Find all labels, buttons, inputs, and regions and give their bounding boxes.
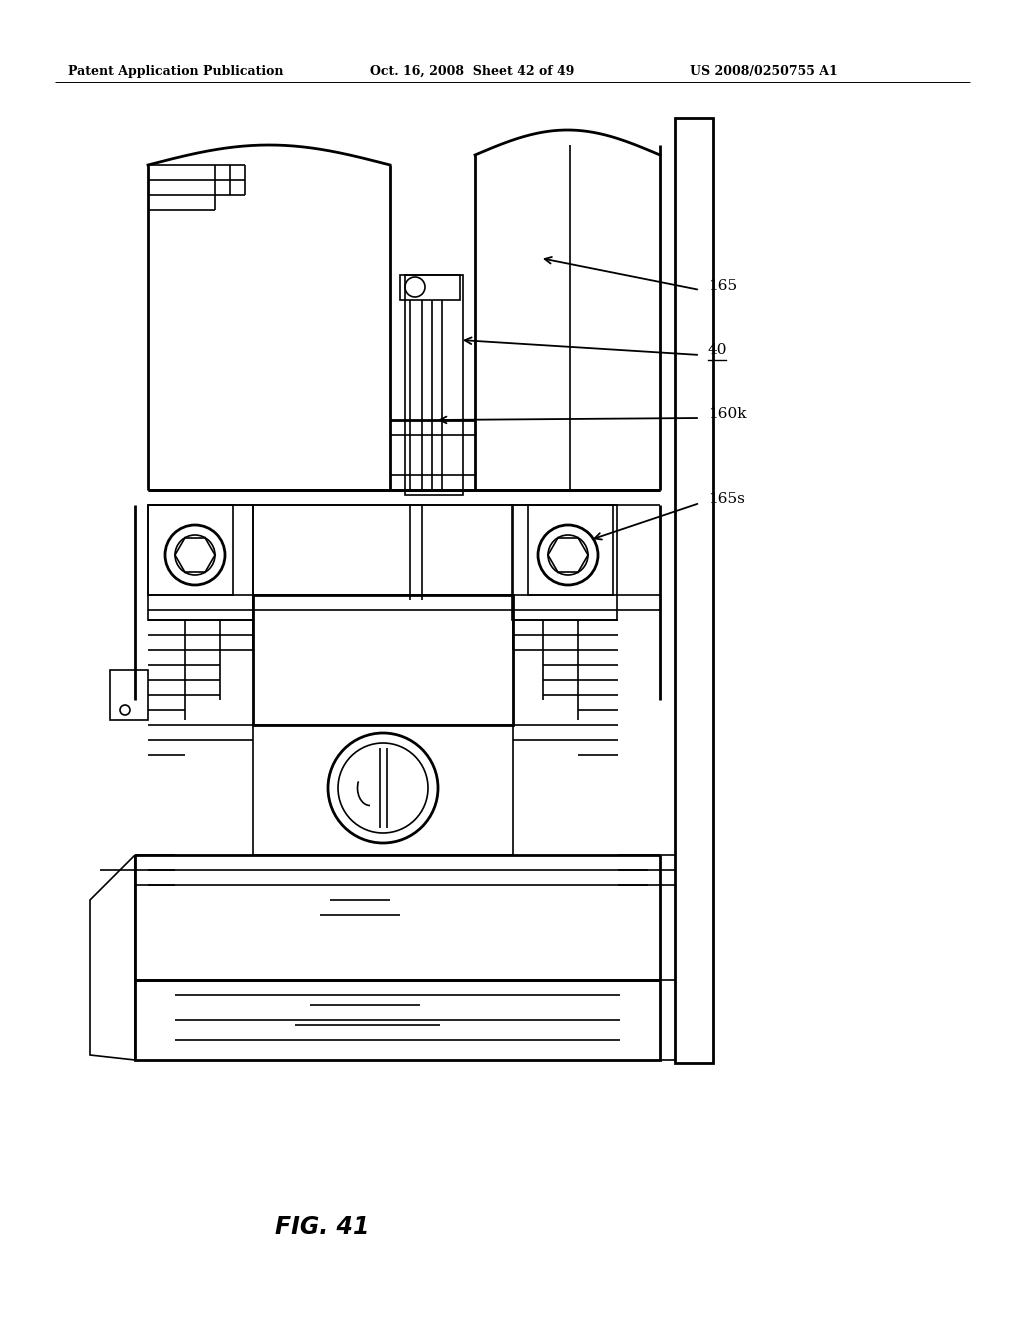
Bar [253, 595, 513, 725]
Text: Patent Application Publication: Patent Application Publication [68, 65, 284, 78]
Text: Oct. 16, 2008  Sheet 42 of 49: Oct. 16, 2008 Sheet 42 of 49 [370, 65, 574, 78]
Bar [675, 117, 713, 1063]
Bar [406, 275, 463, 495]
Bar [135, 979, 660, 1060]
Bar [253, 506, 513, 595]
Bar [253, 725, 513, 855]
Text: US 2008/0250755 A1: US 2008/0250755 A1 [690, 65, 838, 78]
Text: FIG. 41: FIG. 41 [275, 1214, 370, 1239]
Text: 165: 165 [708, 279, 737, 293]
Bar [148, 506, 233, 595]
Bar [528, 506, 613, 595]
Bar [512, 506, 617, 620]
Text: 165s: 165s [708, 492, 744, 506]
Text: 160k: 160k [708, 407, 746, 421]
Bar [400, 275, 460, 300]
Bar [148, 506, 253, 620]
Text: 40: 40 [708, 343, 727, 356]
Bar [110, 671, 148, 719]
